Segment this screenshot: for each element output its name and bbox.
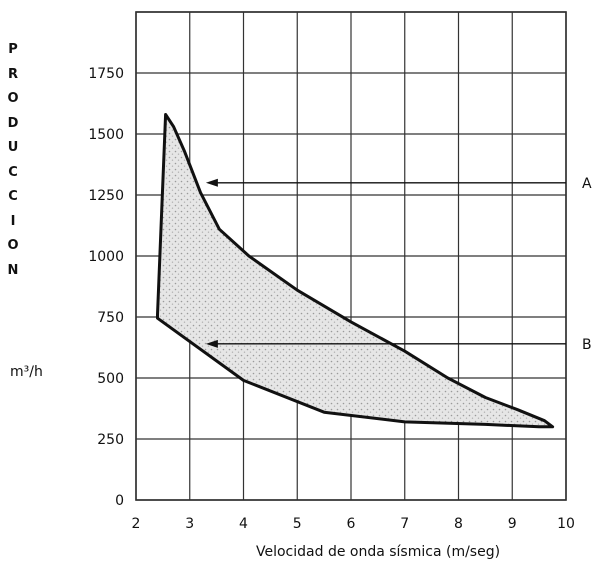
y-tick-label: 500 bbox=[97, 371, 124, 387]
annotation-label: A bbox=[582, 176, 592, 192]
x-tick-label: 7 bbox=[400, 516, 409, 532]
y-axis-label-letter: O bbox=[7, 91, 19, 106]
y-axis-label-letter: C bbox=[8, 189, 18, 204]
y-axis-label-letter: P bbox=[8, 42, 18, 57]
chart-region-layer bbox=[156, 113, 555, 429]
x-axis-label: Velocidad de onda sísmica (m/seg) bbox=[256, 544, 501, 560]
y-axis-label-letter: C bbox=[8, 164, 18, 180]
annotation-layer: AB bbox=[205, 176, 592, 353]
y-tick-label: 1250 bbox=[88, 188, 124, 204]
x-tick-label: 8 bbox=[454, 516, 463, 532]
x-tick-label: 4 bbox=[239, 516, 248, 532]
y-axis-label-letter: R bbox=[7, 66, 18, 82]
x-tick-label: 10 bbox=[557, 516, 575, 532]
x-tick-label: 9 bbox=[508, 516, 517, 532]
y-axis-label-letter: U bbox=[7, 140, 19, 155]
y-tick-label: 1500 bbox=[88, 127, 124, 143]
annotation-arrow-head bbox=[205, 178, 218, 187]
y-axis-label-letter: N bbox=[7, 262, 19, 278]
y-axis-label-letter: D bbox=[7, 115, 19, 131]
y-axis-label-letter: O bbox=[7, 238, 19, 253]
y-tick-label: 1750 bbox=[88, 66, 124, 82]
y-tick-label: 750 bbox=[97, 310, 124, 326]
x-tick-label: 3 bbox=[185, 516, 194, 532]
annotation-arrow-head bbox=[205, 339, 218, 348]
y-axis-unit: m³/h bbox=[10, 364, 43, 380]
annotation-label: B bbox=[582, 337, 592, 353]
production-region bbox=[156, 113, 555, 429]
y-tick-label: 250 bbox=[97, 432, 124, 448]
tick-labels: 2 3 4 5 6 7 8 9 10 0 250 500 750 1000 1250 1500 1750 bbox=[88, 66, 575, 532]
y-axis-label-letter: I bbox=[10, 213, 16, 229]
x-tick-label: 5 bbox=[293, 516, 302, 532]
y-tick-label: 1000 bbox=[88, 249, 124, 265]
x-tick-label: 2 bbox=[132, 516, 141, 532]
y-tick-label: 0 bbox=[115, 493, 124, 509]
x-tick-label: 6 bbox=[347, 516, 356, 532]
